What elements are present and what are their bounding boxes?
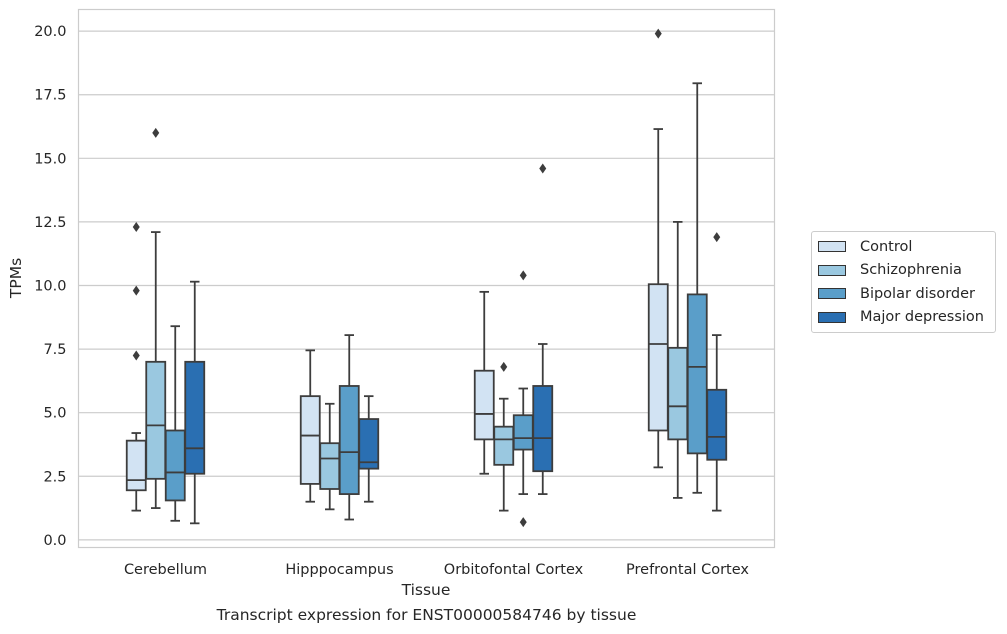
y-tick-label: 7.5 — [43, 342, 66, 358]
outlier-point — [132, 285, 140, 296]
legend-label: Major depression — [860, 309, 984, 326]
legend-label: Control — [860, 238, 913, 255]
box-schizophrenia — [493, 361, 515, 512]
y-tick-label: 10.0 — [34, 278, 66, 294]
box-major-depression — [358, 395, 380, 503]
box-control — [647, 28, 669, 469]
iqr-box — [358, 418, 380, 470]
outlier-point — [539, 163, 547, 174]
legend-label: Schizophrenia — [860, 262, 962, 279]
y-tick-label: 15.0 — [34, 151, 66, 167]
iqr-box — [125, 439, 147, 492]
box-control — [125, 221, 147, 512]
legend-item: Schizophrenia — [812, 259, 995, 283]
box-bipolar-disorder — [338, 334, 360, 521]
x-tick-label: Cerebellum — [124, 562, 207, 578]
y-tick-label: 17.5 — [34, 88, 66, 104]
iqr-box — [145, 360, 167, 480]
legend-swatch — [818, 264, 846, 276]
iqr-box — [706, 388, 728, 461]
legend-label: Bipolar disorder — [860, 285, 975, 302]
outlier-point — [132, 350, 140, 361]
iqr-box — [164, 429, 186, 502]
legend-swatch — [818, 241, 846, 253]
box-bipolar-disorder — [686, 82, 708, 494]
y-tick-labels: 0.0 2.5 5.0 7.5 10.0 12.5 15.0 17.5 20.0 — [34, 24, 66, 549]
box-control — [473, 290, 495, 475]
x-tick-labels: Cerebellum Hipppocampus Orbitofontal Corte… — [124, 562, 749, 578]
x-tick-label: Prefrontal Cortex — [626, 562, 749, 578]
y-tick-label: 20.0 — [34, 24, 66, 40]
outlier-point — [500, 361, 508, 372]
box-control — [299, 349, 321, 503]
box-schizophrenia — [145, 127, 167, 509]
box-plot-series — [125, 28, 728, 528]
iqr-box — [493, 425, 515, 466]
y-tick-label: 0.0 — [43, 533, 66, 549]
iqr-box — [184, 360, 206, 475]
outlier-point — [152, 127, 160, 138]
iqr-box — [532, 385, 554, 473]
outlier-point — [654, 28, 662, 39]
iqr-box — [667, 346, 689, 441]
box-schizophrenia — [667, 221, 689, 499]
y-tick-label: 12.5 — [34, 215, 66, 231]
box-schizophrenia — [319, 402, 341, 511]
outlier-point — [132, 221, 140, 232]
box-major-depression — [706, 232, 728, 512]
y-tick-label: 2.5 — [43, 469, 66, 485]
box-bipolar-disorder — [164, 325, 186, 522]
outlier-point — [519, 270, 527, 281]
iqr-box — [299, 395, 321, 485]
plot-area-frame — [77, 8, 776, 549]
legend-swatch — [818, 288, 846, 300]
x-tick-label: Hipppocampus — [285, 562, 393, 578]
y-tick-label: 5.0 — [43, 406, 66, 422]
legend: Control Schizophrenia Bipolar disorder Majo… — [811, 231, 996, 333]
box-major-depression — [184, 280, 206, 525]
iqr-box — [686, 293, 708, 455]
x-axis-label: Tissue — [401, 581, 451, 599]
legend-item: Bipolar disorder — [812, 282, 995, 306]
box-major-depression — [532, 163, 554, 495]
iqr-box — [512, 414, 534, 451]
iqr-box — [338, 385, 360, 495]
outlier-point — [713, 232, 721, 243]
iqr-box — [647, 283, 669, 432]
outlier-point — [519, 517, 527, 528]
figure-caption: Transcript expression for ENST0000058474… — [216, 606, 637, 624]
y-axis-label: TPMs — [7, 258, 25, 299]
iqr-box — [473, 369, 495, 441]
legend-item: Control — [812, 235, 995, 259]
box-bipolar-disorder — [512, 270, 534, 528]
iqr-box — [319, 442, 341, 490]
x-tick-label: Orbitofontal Cortex — [444, 562, 584, 578]
legend-item: Major depression — [812, 306, 995, 330]
legend-swatch — [818, 311, 846, 323]
